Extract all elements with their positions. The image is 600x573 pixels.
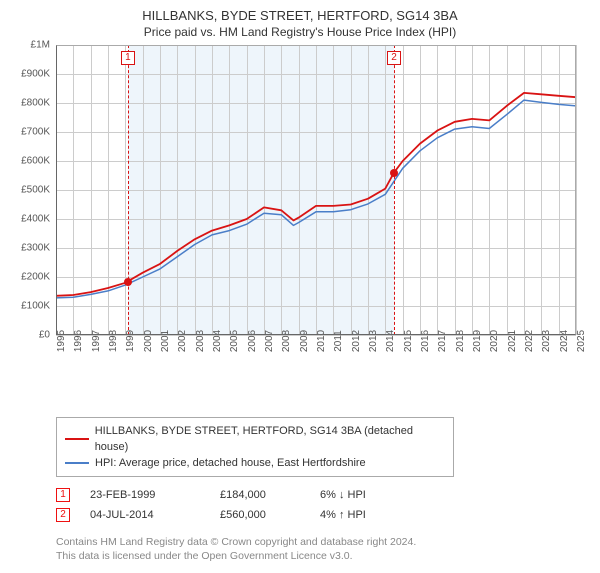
sale-price-1: £560,000	[220, 505, 300, 525]
chart-container: HILLBANKS, BYDE STREET, HERTFORD, SG14 3…	[0, 0, 600, 573]
license-line-1: Contains HM Land Registry data © Crown c…	[56, 535, 586, 549]
plot-wrapper: £0£100K£200K£300K£400K£500K£600K£700K£80…	[14, 45, 586, 375]
sale-delta-0: 6% ↓ HPI	[320, 485, 366, 505]
legend-box: HILLBANKS, BYDE STREET, HERTFORD, SG14 3…	[56, 417, 454, 477]
sale-badge-on-chart-1: 2	[387, 51, 401, 65]
legend-swatch-1	[65, 462, 89, 464]
sale-badge-on-chart-0: 1	[121, 51, 135, 65]
sale-badge-1: 2	[56, 508, 70, 522]
sale-delta-1: 4% ↑ HPI	[320, 505, 366, 525]
sales-row-0: 1 23-FEB-1999 £184,000 6% ↓ HPI	[56, 485, 586, 505]
sale-vline-1	[394, 45, 395, 335]
series-hpi	[56, 100, 576, 298]
title-sub: Price paid vs. HM Land Registry's House …	[14, 25, 586, 39]
chart-lines	[14, 45, 586, 345]
sale-date-0: 23-FEB-1999	[90, 485, 200, 505]
series-price_paid	[56, 93, 576, 296]
legend-row-0: HILLBANKS, BYDE STREET, HERTFORD, SG14 3…	[65, 423, 445, 455]
title-main: HILLBANKS, BYDE STREET, HERTFORD, SG14 3…	[14, 8, 586, 23]
sale-badge-0: 1	[56, 488, 70, 502]
license-line-2: This data is licensed under the Open Gov…	[56, 549, 586, 563]
sale-marker-0	[124, 278, 132, 286]
sales-table: 1 23-FEB-1999 £184,000 6% ↓ HPI 2 04-JUL…	[56, 485, 586, 525]
legend-label-0: HILLBANKS, BYDE STREET, HERTFORD, SG14 3…	[95, 423, 445, 455]
legend-swatch-0	[65, 438, 89, 440]
sale-price-0: £184,000	[220, 485, 300, 505]
sales-row-1: 2 04-JUL-2014 £560,000 4% ↑ HPI	[56, 505, 586, 525]
sale-date-1: 04-JUL-2014	[90, 505, 200, 525]
sale-vline-0	[128, 45, 129, 335]
license-text: Contains HM Land Registry data © Crown c…	[56, 535, 586, 563]
legend-row-1: HPI: Average price, detached house, East…	[65, 455, 445, 471]
legend-label-1: HPI: Average price, detached house, East…	[95, 455, 366, 471]
sale-marker-1	[390, 169, 398, 177]
